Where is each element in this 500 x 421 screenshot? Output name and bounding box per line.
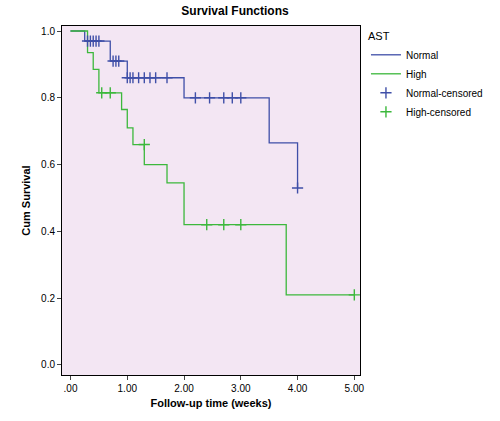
svg-text:0.2: 0.2 [41,293,55,304]
svg-text:Normal: Normal [406,50,438,61]
svg-text:5.00: 5.00 [345,383,365,394]
svg-text:1.0: 1.0 [41,26,55,37]
svg-text:1.00: 1.00 [118,383,138,394]
svg-text:3.00: 3.00 [231,383,251,394]
svg-text:0.8: 0.8 [41,92,55,103]
svg-text:Survival Functions: Survival Functions [181,4,289,18]
svg-text:0.0: 0.0 [41,359,55,370]
svg-text:4.00: 4.00 [288,383,308,394]
svg-text:.00: .00 [64,383,78,394]
svg-text:AST: AST [368,30,390,42]
svg-text:Follow-up time (weeks): Follow-up time (weeks) [150,397,271,409]
svg-text:High: High [406,69,427,80]
svg-text:0.4: 0.4 [41,226,55,237]
svg-text:0.6: 0.6 [41,159,55,170]
svg-text:2.00: 2.00 [174,383,194,394]
svg-text:High-censored: High-censored [406,107,471,118]
svg-text:Cum Survival: Cum Survival [20,165,32,235]
svg-text:Normal-censored: Normal-censored [406,88,483,99]
